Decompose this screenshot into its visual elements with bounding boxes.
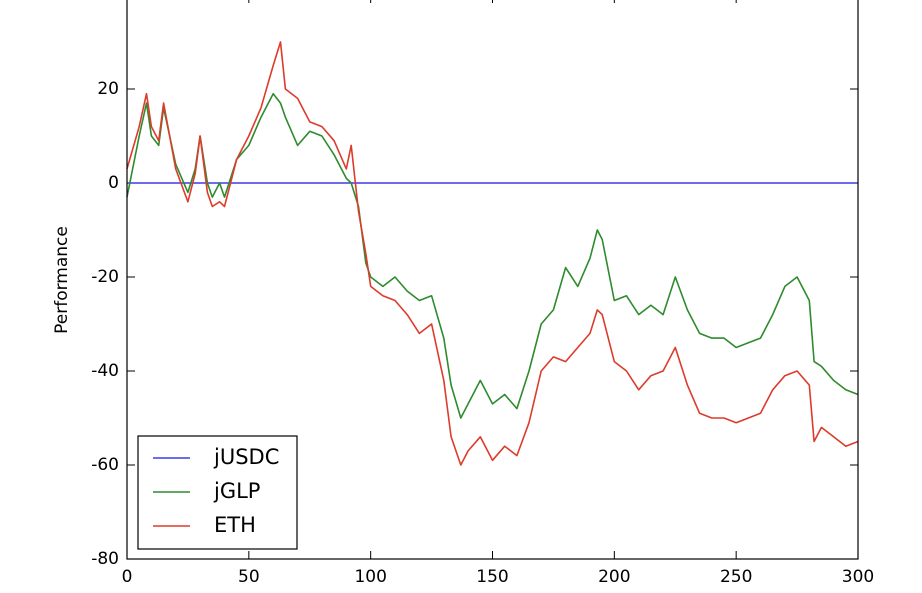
x-tick-label: 250: [720, 567, 752, 587]
y-tick-label: 20: [97, 79, 119, 99]
y-tick-label: -40: [91, 361, 119, 381]
y-tick-label: -20: [91, 267, 119, 287]
y-axis-label: Performance: [52, 226, 72, 334]
x-tick-label: 100: [354, 567, 386, 587]
series-line: [126, 92, 859, 419]
legend-label: ETH: [214, 513, 256, 537]
plot-frame: [126, 0, 859, 560]
y-tick-label: 40: [97, 0, 119, 5]
y-tick-label: -80: [91, 549, 119, 569]
x-tick-label: 50: [238, 567, 260, 587]
x-tick-label: 0: [122, 567, 133, 587]
legend-label: jGLP: [213, 479, 260, 503]
legend-label: jUSDC: [213, 445, 279, 469]
legend: jUSDC jGLP ETH: [137, 435, 298, 550]
x-tick-label: 150: [476, 567, 508, 587]
y-tick-label: -60: [91, 455, 119, 475]
x-tick-label: 300: [842, 567, 874, 587]
y-tick-label: 0: [108, 173, 119, 193]
series-line: [126, 41, 859, 466]
x-tick-label: 200: [598, 567, 630, 587]
